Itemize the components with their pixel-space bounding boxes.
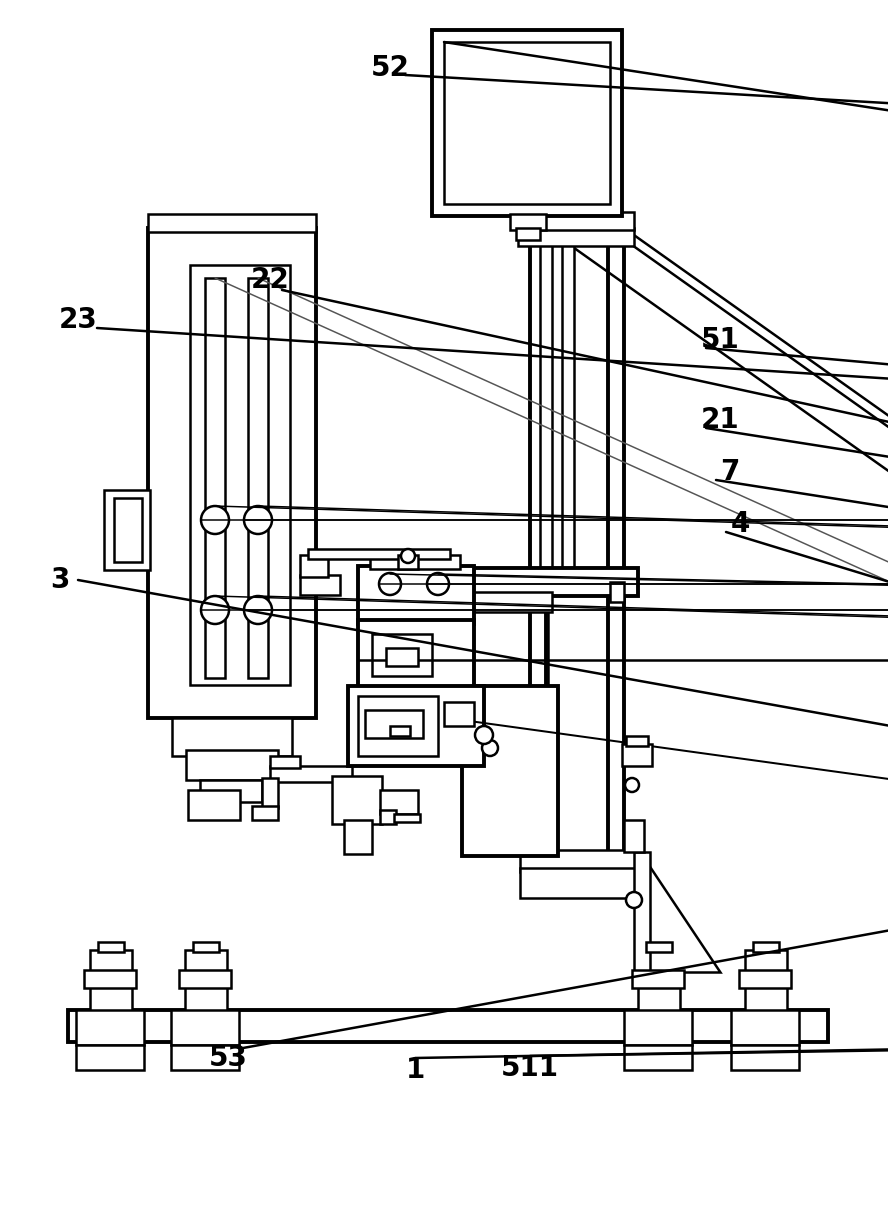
Bar [84,970,136,988]
Bar [380,790,418,814]
Bar [520,850,640,872]
Bar [300,555,328,577]
Text: 3: 3 [51,566,69,594]
Bar [193,942,219,952]
Bar [370,555,460,569]
Polygon shape [640,852,720,972]
Bar [332,776,382,824]
Bar [186,750,278,780]
Bar [731,1046,799,1070]
Bar [624,1046,692,1070]
Circle shape [201,597,229,624]
Bar [398,555,418,569]
Bar [540,228,552,568]
Text: 22: 22 [250,266,289,294]
Bar [753,942,779,952]
Bar [530,228,546,859]
Bar [610,582,624,601]
Bar [205,278,225,678]
Bar [308,549,450,558]
Circle shape [482,740,498,756]
Bar [200,780,262,802]
Bar [634,852,650,982]
Bar [745,950,787,1012]
Bar [365,710,423,738]
Bar [372,633,432,677]
Bar [358,696,438,756]
Bar [626,736,648,747]
Bar [608,228,624,859]
Bar [622,744,652,766]
Bar [380,811,396,824]
Bar [638,950,680,1012]
Bar [98,942,124,952]
Bar [114,498,142,562]
Bar [344,820,372,854]
Bar [518,228,634,246]
Bar [739,970,791,988]
Bar [444,702,474,726]
Text: 52: 52 [370,54,409,82]
Bar [148,214,316,232]
Bar [548,228,608,859]
Circle shape [201,506,229,534]
Circle shape [427,573,449,595]
Bar [518,212,634,230]
Text: 51: 51 [701,326,740,354]
Bar [510,214,546,230]
Bar [179,970,231,988]
Circle shape [401,549,415,563]
Text: 1: 1 [406,1057,424,1084]
Bar [348,686,484,766]
Bar [520,868,640,898]
Bar [358,620,474,688]
Circle shape [244,597,272,624]
Bar [468,568,638,597]
Circle shape [475,726,493,744]
Bar [632,970,684,988]
Bar [358,566,474,624]
Bar [248,278,268,678]
Bar [262,779,278,808]
Bar [104,490,150,569]
Bar [171,1046,239,1070]
Bar [516,228,540,240]
Text: 53: 53 [209,1044,248,1073]
Bar [76,1046,144,1070]
Bar [188,790,240,820]
Text: 4: 4 [730,510,749,538]
Bar [624,1010,692,1046]
Bar [185,950,227,1012]
Text: 23: 23 [59,306,98,335]
Bar [270,766,352,782]
Bar [386,648,418,665]
Bar [76,1010,144,1046]
Bar [270,756,300,768]
Bar [624,820,644,852]
Circle shape [626,892,642,908]
Bar [432,30,622,216]
Circle shape [625,779,639,792]
Bar [394,814,420,822]
Bar [390,726,410,736]
Text: 511: 511 [501,1054,559,1082]
Bar [462,592,552,613]
Bar [172,718,292,756]
Bar [444,42,610,204]
Bar [90,950,132,1012]
Circle shape [379,573,401,595]
Bar [731,1010,799,1046]
Text: 21: 21 [701,406,740,434]
Bar [190,264,290,685]
Bar [646,942,672,952]
Bar [252,806,278,820]
Bar [462,686,558,856]
Circle shape [244,506,272,534]
Bar [68,1010,828,1042]
Bar [171,1010,239,1046]
Bar [300,574,340,595]
Bar [148,228,316,718]
Bar [562,228,574,568]
Text: 7: 7 [720,458,740,486]
